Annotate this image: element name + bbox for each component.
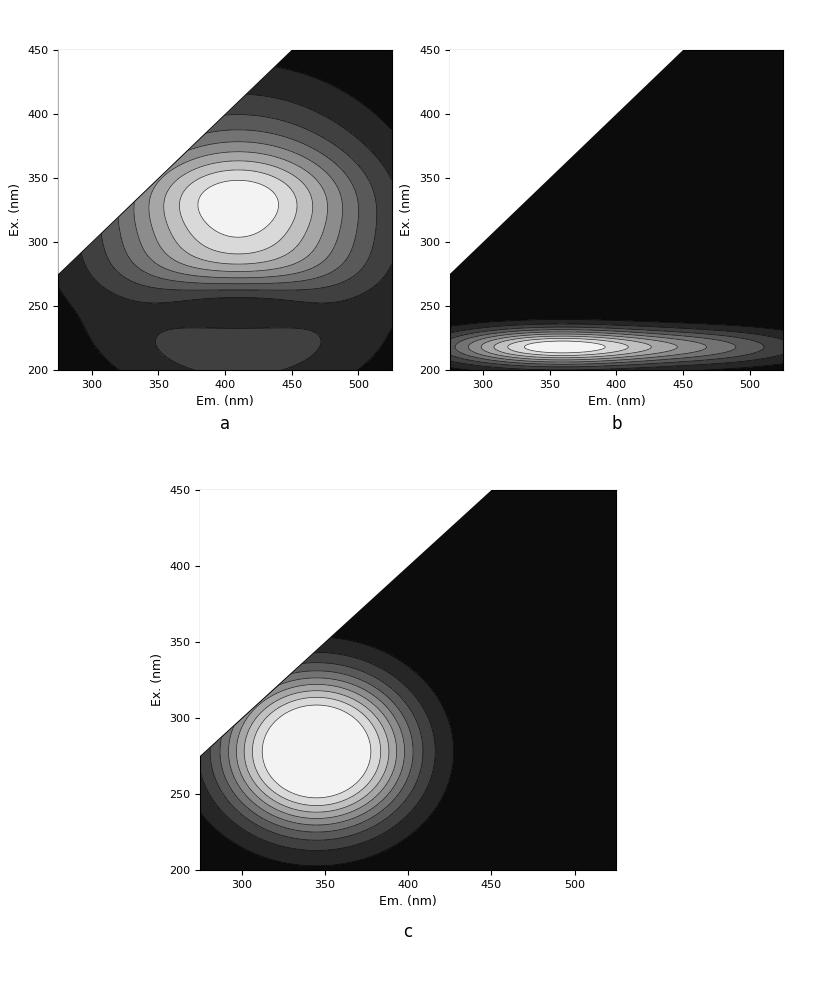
Polygon shape xyxy=(58,50,292,274)
Y-axis label: Ex. (nm): Ex. (nm) xyxy=(9,184,22,236)
Text: c: c xyxy=(404,923,412,941)
Y-axis label: Ex. (nm): Ex. (nm) xyxy=(401,184,413,236)
Text: b: b xyxy=(611,415,621,433)
Text: a: a xyxy=(220,415,230,433)
X-axis label: Em. (nm): Em. (nm) xyxy=(379,895,437,908)
Y-axis label: Ex. (nm): Ex. (nm) xyxy=(151,654,163,706)
Polygon shape xyxy=(200,490,491,756)
Polygon shape xyxy=(450,50,683,274)
X-axis label: Em. (nm): Em. (nm) xyxy=(587,395,646,408)
X-axis label: Em. (nm): Em. (nm) xyxy=(196,395,254,408)
